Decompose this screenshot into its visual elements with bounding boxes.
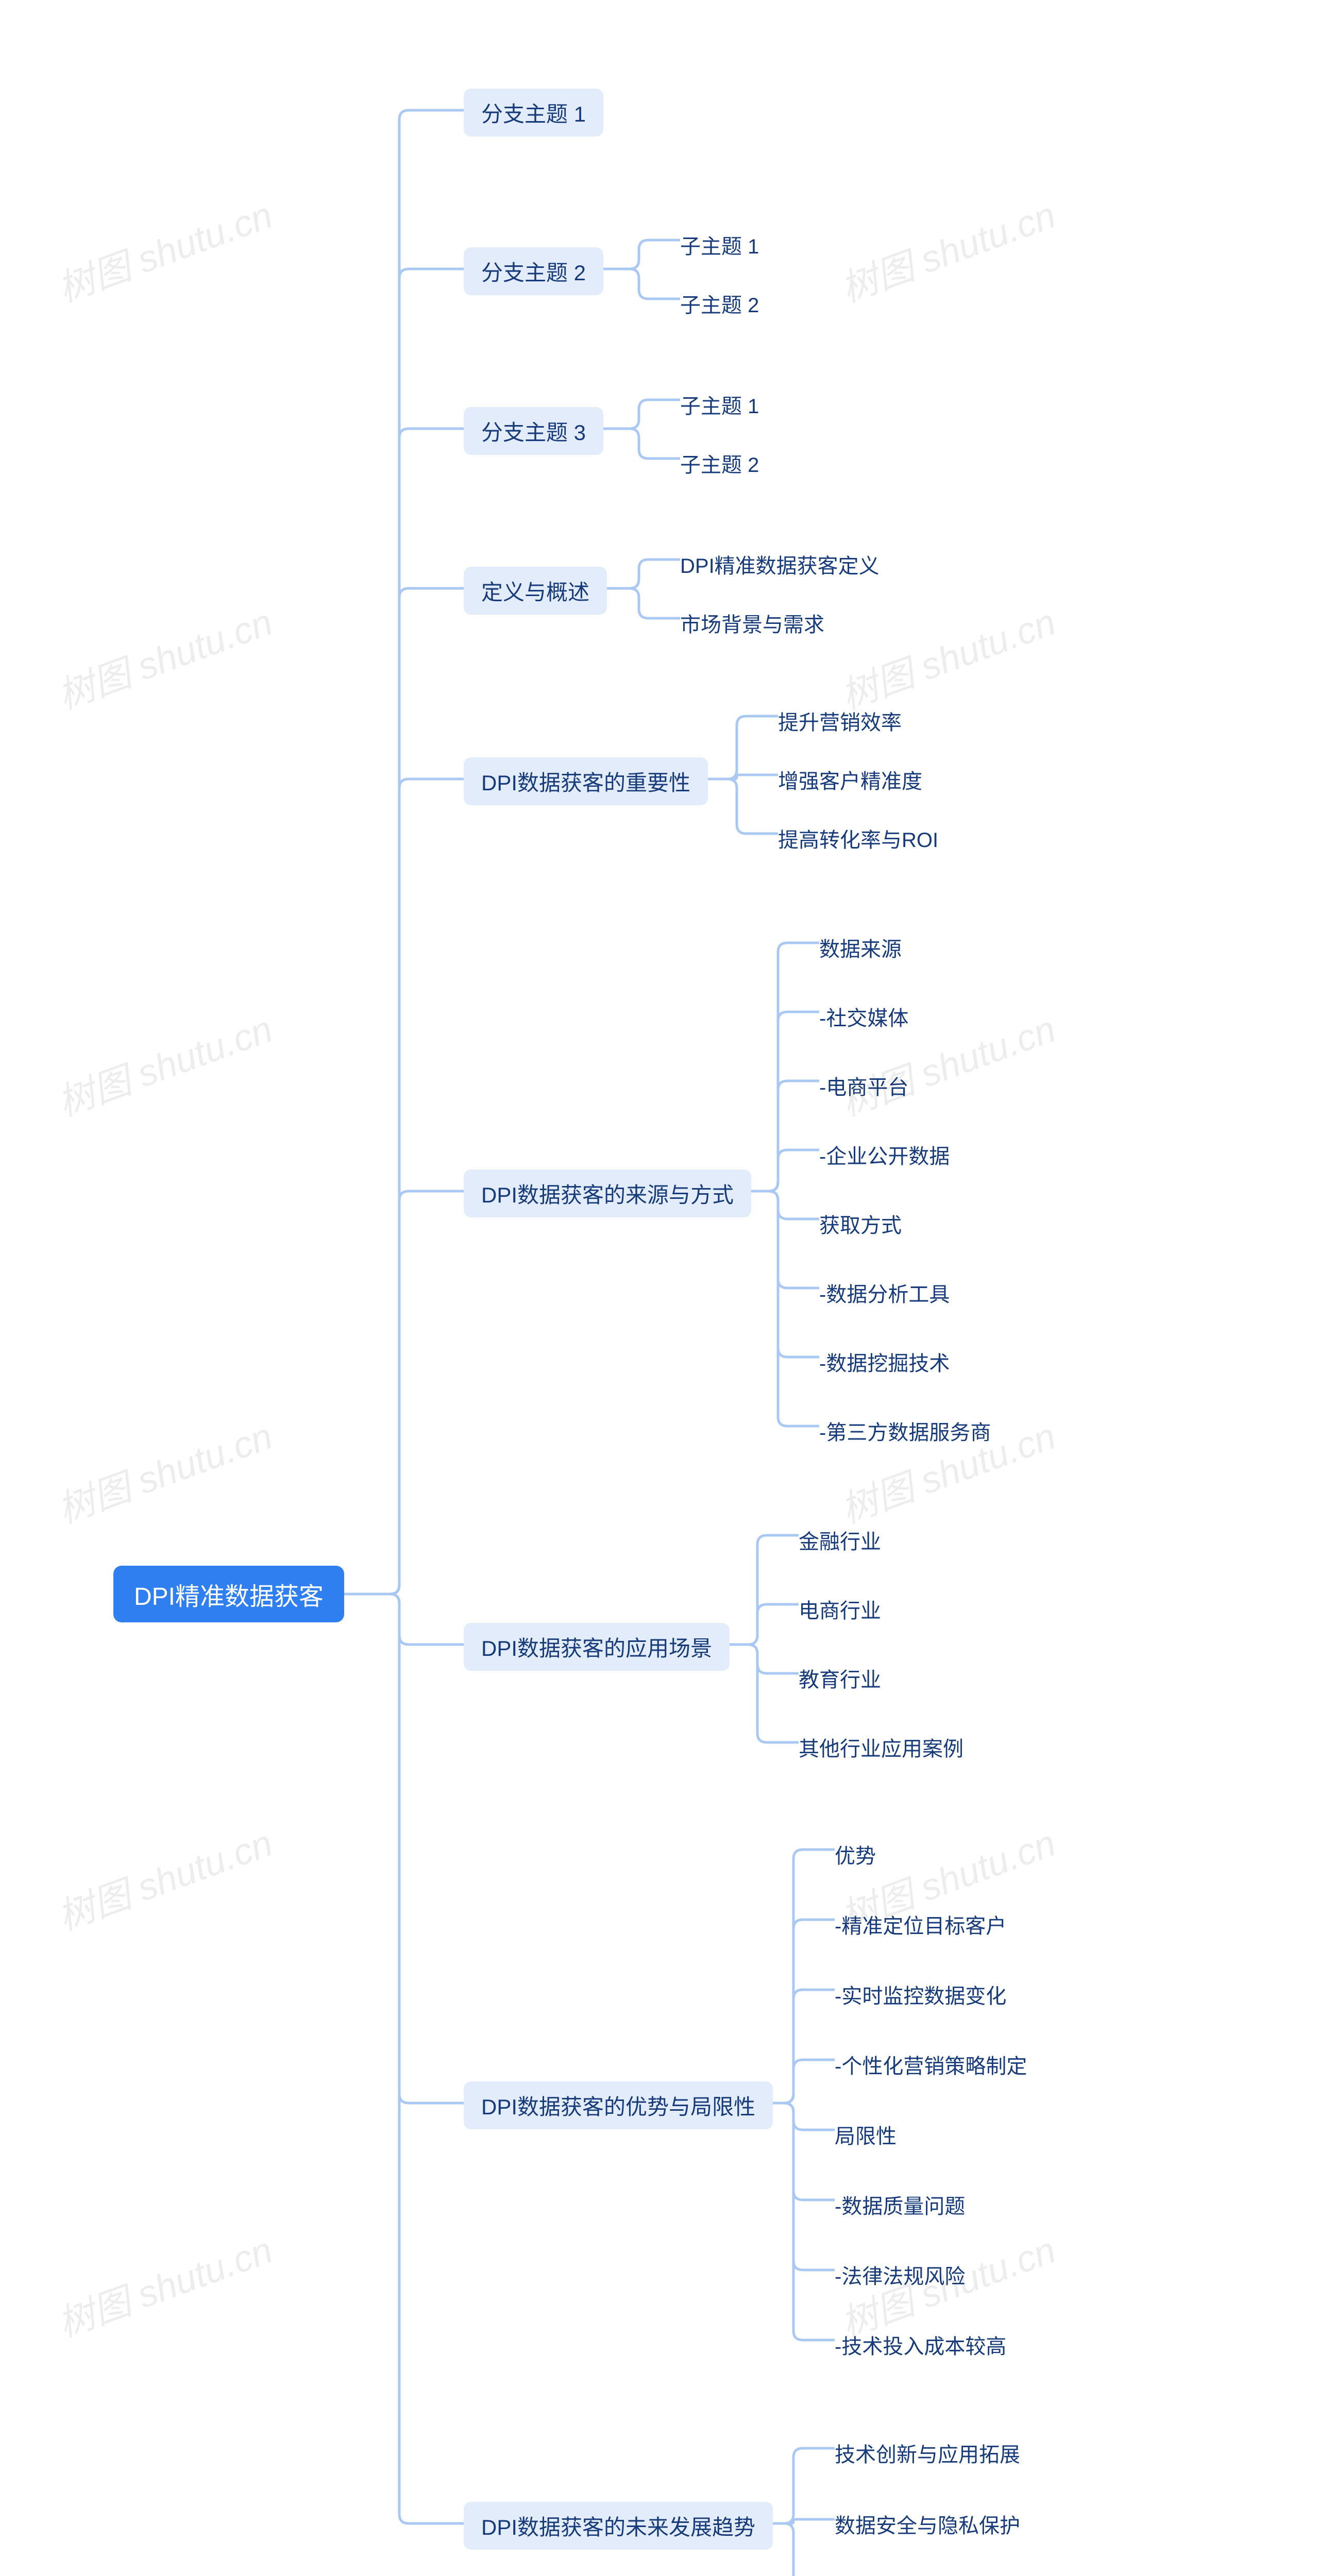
branch-node-8[interactable]: DPI数据获客的优势与局限性 (464, 2081, 773, 2129)
leaf-node[interactable]: -数据分析工具 (819, 1273, 950, 1313)
leaf-node[interactable]: 子主题 1 (680, 384, 759, 425)
leaf-node[interactable]: 提升营销效率 (778, 701, 902, 741)
branch-node-7[interactable]: DPI数据获客的应用场景 (464, 1623, 730, 1671)
watermark-text: 树图 shutu.cn (49, 2220, 279, 2348)
leaf-node[interactable]: -个性化营销策略制定 (835, 2044, 1027, 2084)
connector-layer (113, 82, 1144, 2576)
watermark-text: 树图 shutu.cn (832, 185, 1062, 313)
watermark-text: 树图 shutu.cn (49, 185, 279, 313)
branch-node-4[interactable]: 定义与概述 (464, 567, 607, 615)
leaf-node[interactable]: -实时监控数据变化 (835, 1974, 1006, 2014)
leaf-node[interactable]: -电商平台 (819, 1065, 908, 1106)
leaf-node[interactable]: 金融行业 (799, 1520, 881, 1560)
leaf-node[interactable]: -社交媒体 (819, 996, 908, 1037)
leaf-node[interactable]: -法律法规风险 (835, 2255, 965, 2295)
leaf-node[interactable]: 提高转化率与ROI (778, 818, 938, 858)
leaf-node[interactable]: 电商行业 (799, 1589, 881, 1629)
leaf-node[interactable]: -数据挖掘技术 (819, 1342, 950, 1382)
root-node[interactable]: DPI精准数据获客 (113, 1566, 344, 1622)
branch-node-6[interactable]: DPI数据获客的来源与方式 (464, 1170, 751, 1217)
leaf-node[interactable]: 教育行业 (799, 1658, 881, 1698)
leaf-node[interactable]: 其他行业应用案例 (799, 1727, 963, 1767)
leaf-node[interactable]: 增强客户精准度 (778, 759, 922, 800)
leaf-node[interactable]: 市场背景与需求 (680, 603, 824, 643)
leaf-node[interactable]: -企业公开数据 (819, 1134, 950, 1175)
leaf-node[interactable]: -精准定位目标客户 (835, 1904, 1006, 1944)
leaf-node[interactable]: -数据质量问题 (835, 2184, 965, 2225)
leaf-node[interactable]: 数据安全与隐私保护 (835, 2504, 1020, 2544)
branch-node-2[interactable]: 分支主题 2 (464, 247, 603, 295)
leaf-node[interactable]: 子主题 2 (680, 443, 759, 483)
leaf-node[interactable]: -技术投入成本较高 (835, 2325, 1006, 2365)
leaf-node[interactable]: 子主题 1 (680, 225, 759, 265)
branch-node-1[interactable]: 分支主题 1 (464, 89, 603, 137)
leaf-node[interactable]: DPI精准数据获客定义 (680, 544, 880, 584)
watermark-text: 树图 shutu.cn (49, 1406, 279, 1534)
branch-node-5[interactable]: DPI数据获客的重要性 (464, 757, 708, 805)
leaf-node[interactable]: 局限性 (835, 2114, 897, 2155)
leaf-node[interactable]: 技术创新与应用拓展 (835, 2433, 1020, 2473)
watermark-text: 树图 shutu.cn (49, 1813, 279, 1941)
watermark-text: 树图 shutu.cn (49, 592, 279, 720)
watermark-text: 树图 shutu.cn (49, 999, 279, 1127)
branch-node-3[interactable]: 分支主题 3 (464, 407, 603, 455)
leaf-node[interactable]: 优势 (835, 1834, 876, 1874)
leaf-node[interactable]: 数据来源 (819, 927, 902, 968)
leaf-node[interactable]: -第三方数据服务商 (819, 1411, 991, 1451)
leaf-node[interactable]: 获取方式 (819, 1204, 902, 1244)
leaf-node[interactable]: 子主题 2 (680, 283, 759, 324)
branch-node-9[interactable]: DPI数据获客的未来发展趋势 (464, 2502, 773, 2550)
